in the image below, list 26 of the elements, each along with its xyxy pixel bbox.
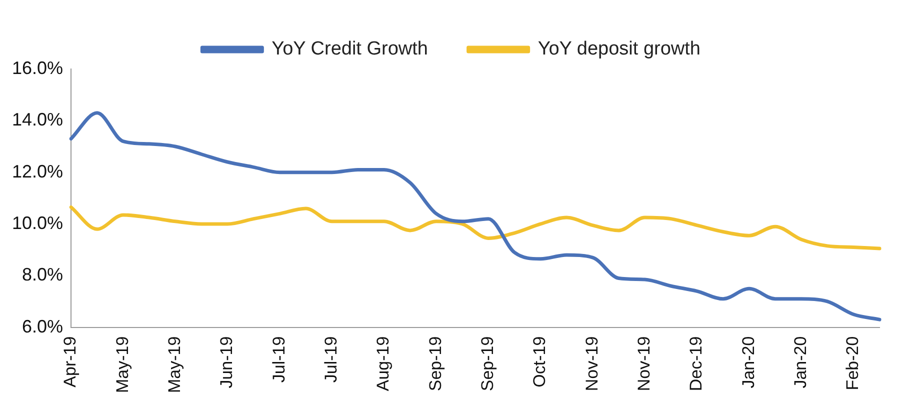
x-tick-label: Jun-19 bbox=[217, 336, 236, 388]
x-tick-label: Jan-20 bbox=[791, 336, 810, 388]
x-tick-label: Aug-19 bbox=[374, 336, 393, 392]
y-tick-label: 8.0% bbox=[22, 264, 64, 285]
x-tick-label: Feb-20 bbox=[843, 336, 862, 390]
x-tick-label: May-19 bbox=[112, 336, 132, 393]
x-tick-label: Jan-20 bbox=[738, 336, 758, 388]
x-tick-label: Dec-19 bbox=[686, 336, 706, 392]
y-tick-label: 16.0% bbox=[12, 58, 64, 78]
x-tick-label: Apr-19 bbox=[60, 336, 80, 388]
y-tick-label: 12.0% bbox=[12, 161, 64, 182]
x-tick-label: Sep-19 bbox=[426, 336, 445, 392]
line-series bbox=[69, 111, 882, 322]
x-tick-label: May-19 bbox=[165, 336, 184, 393]
y-tick-label: 6.0% bbox=[22, 316, 64, 336]
x-tick-label: Jul-19 bbox=[322, 336, 341, 383]
legend-label: YoY deposit growth bbox=[538, 38, 700, 60]
line-series bbox=[69, 205, 882, 250]
x-tick-label: Nov-19 bbox=[634, 336, 654, 392]
x-tick-label: Jul-19 bbox=[269, 336, 288, 383]
x-tick-label: Oct-19 bbox=[530, 336, 550, 388]
y-tick-label: 14.0% bbox=[12, 110, 64, 130]
x-tick-label: Sep-19 bbox=[478, 336, 498, 392]
legend-label: YoY Credit Growth bbox=[272, 38, 428, 60]
y-tick-label: 10.0% bbox=[12, 212, 64, 233]
x-tick-label: Nov-19 bbox=[582, 336, 602, 392]
